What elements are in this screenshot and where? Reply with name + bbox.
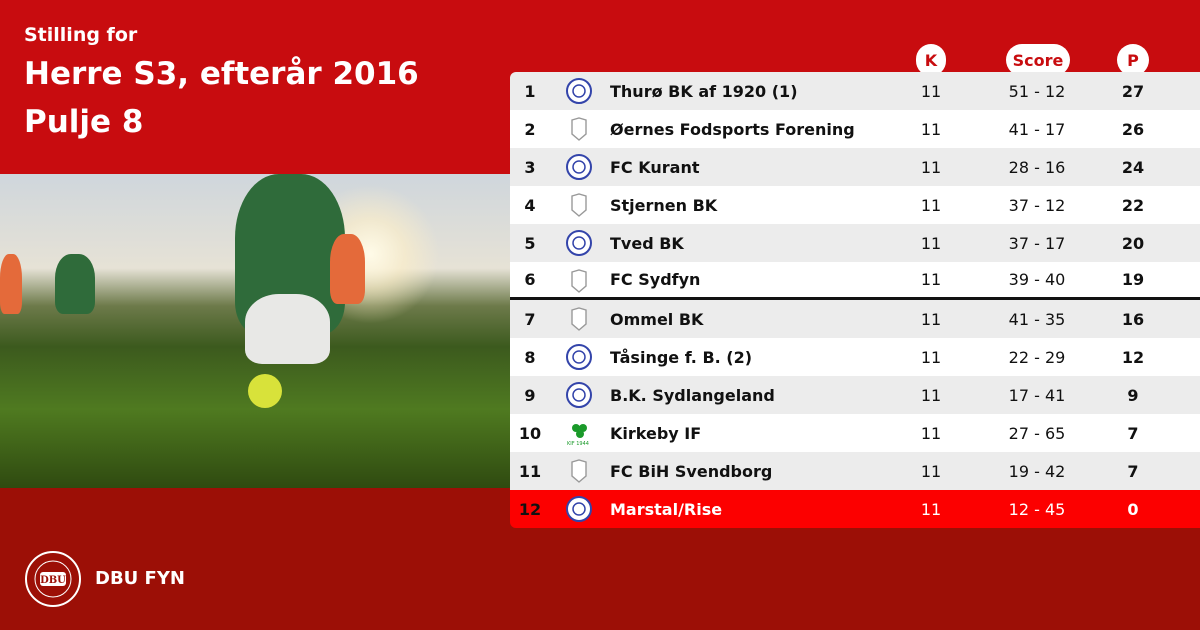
goal-score: 37 - 12 (1008, 195, 1066, 215)
table-row[interactable]: 8 Tåsinge f. B. (2) 11 22 - 29 12 (510, 338, 1200, 376)
table-row[interactable]: 11 FC BiH Svendborg 11 19 - 42 7 (510, 452, 1200, 490)
club-crest-icon (565, 343, 593, 371)
rank: 10 (518, 423, 542, 443)
table-row[interactable]: 4 Stjernen BK 11 37 - 12 22 (510, 186, 1200, 224)
team-name[interactable]: B.K. Sydlangeland (610, 385, 775, 405)
column-header-score: Score (1006, 44, 1070, 76)
column-header-points: P (1117, 44, 1149, 76)
club-crest-icon (565, 495, 593, 523)
rank: 3 (524, 157, 536, 177)
club-crest-icon (565, 77, 593, 105)
points: 27 (1121, 81, 1145, 101)
team-name[interactable]: Thurø BK af 1920 (1) (610, 81, 798, 101)
team-name[interactable]: FC Sydfyn (610, 270, 701, 289)
team-name[interactable]: Tved BK (610, 233, 684, 253)
club-crest-icon (565, 153, 593, 181)
points: 7 (1127, 423, 1139, 443)
club-crest-icon (565, 381, 593, 409)
dbu-seal-logo: DBU (25, 551, 81, 607)
games-played: 11 (920, 81, 942, 101)
team-name[interactable]: Tåsinge f. B. (2) (610, 347, 753, 367)
table-row[interactable]: 10 KIF 1944 Kirkeby IF 11 27 - 65 7 (510, 414, 1200, 452)
points: 20 (1121, 233, 1145, 253)
default-shield-icon (565, 305, 593, 333)
points: 26 (1121, 119, 1145, 139)
column-header-games: K (916, 44, 946, 76)
default-shield-icon (565, 191, 593, 219)
points: 9 (1127, 385, 1139, 405)
goal-score: 41 - 17 (1008, 119, 1066, 139)
team-name[interactable]: Øernes Fodsports Forening (610, 119, 855, 139)
goal-score: 17 - 41 (1008, 385, 1066, 405)
rank: 11 (518, 461, 542, 481)
table-row[interactable]: 12 Marstal/Rise 11 12 - 45 0 (510, 490, 1200, 528)
team-name[interactable]: Ommel BK (610, 309, 704, 329)
club-crest-icon (565, 229, 593, 257)
svg-text:DBU: DBU (40, 575, 66, 586)
rank: 1 (524, 81, 536, 101)
team-name[interactable]: FC BiH Svendborg (610, 461, 773, 481)
rank: 4 (524, 195, 536, 215)
team-name[interactable]: Kirkeby IF (610, 423, 702, 443)
games-played: 11 (920, 157, 942, 177)
points: 7 (1127, 461, 1139, 481)
rank: 8 (524, 347, 536, 367)
table-row[interactable]: 1 Thurø BK af 1920 (1) 11 51 - 12 27 (510, 72, 1200, 110)
team-name[interactable]: Marstal/Rise (610, 499, 723, 519)
points: 19 (1121, 270, 1145, 289)
table-row[interactable]: 5 Tved BK 11 37 - 17 20 (510, 224, 1200, 262)
points: 0 (1127, 499, 1139, 519)
goal-score: 22 - 29 (1008, 347, 1066, 367)
goal-score: 41 - 35 (1008, 309, 1066, 329)
svg-text:KIF 1944: KIF 1944 (567, 441, 589, 447)
games-played: 11 (920, 423, 942, 443)
goal-score: 27 - 65 (1008, 423, 1066, 443)
table-row[interactable]: 3 FC Kurant 11 28 - 16 24 (510, 148, 1200, 186)
football-photo (0, 174, 510, 488)
rank: 12 (518, 499, 542, 519)
table-row[interactable]: 9 B.K. Sydlangeland 11 17 - 41 9 (510, 376, 1200, 414)
games-played: 11 (920, 461, 942, 481)
games-played: 11 (920, 499, 942, 519)
default-shield-icon (565, 457, 593, 485)
rank: 2 (524, 119, 536, 139)
default-shield-icon (565, 267, 593, 295)
games-played: 11 (920, 195, 942, 215)
team-name[interactable]: FC Kurant (610, 157, 700, 177)
team-name[interactable]: Stjernen BK (610, 195, 718, 215)
rank: 9 (524, 385, 536, 405)
table-row[interactable]: 6 FC Sydfyn 11 39 - 40 19 (510, 262, 1200, 300)
pool-title: Pulje 8 (24, 104, 144, 140)
points: 24 (1121, 157, 1145, 177)
rank: 7 (524, 309, 536, 329)
goal-score: 12 - 45 (1008, 499, 1066, 519)
rank: 5 (524, 233, 536, 253)
points: 22 (1121, 195, 1145, 215)
default-shield-icon (565, 115, 593, 143)
goal-score: 39 - 40 (1008, 270, 1066, 289)
goal-score: 19 - 42 (1008, 461, 1066, 481)
goal-score: 51 - 12 (1008, 81, 1066, 101)
standings-table: 1 Thurø BK af 1920 (1) 11 51 - 12 27 2 Øe… (510, 72, 1200, 528)
clover-icon: KIF 1944 (565, 419, 593, 447)
table-row[interactable]: 2 Øernes Fodsports Forening 11 41 - 17 2… (510, 110, 1200, 148)
points: 16 (1121, 309, 1145, 329)
goal-score: 37 - 17 (1008, 233, 1066, 253)
subtitle: Stilling for (24, 24, 138, 46)
brand-name: DBU FYN (95, 568, 185, 589)
points: 12 (1121, 347, 1145, 367)
games-played: 11 (920, 309, 942, 329)
games-played: 11 (920, 233, 942, 253)
goal-score: 28 - 16 (1008, 157, 1066, 177)
rank: 6 (524, 270, 536, 289)
games-played: 11 (920, 347, 942, 367)
table-row[interactable]: 7 Ommel BK 11 41 - 35 16 (510, 300, 1200, 338)
games-played: 11 (920, 119, 942, 139)
competition-title: Herre S3, efterår 2016 (24, 56, 419, 92)
games-played: 11 (920, 385, 942, 405)
games-played: 11 (920, 270, 942, 289)
